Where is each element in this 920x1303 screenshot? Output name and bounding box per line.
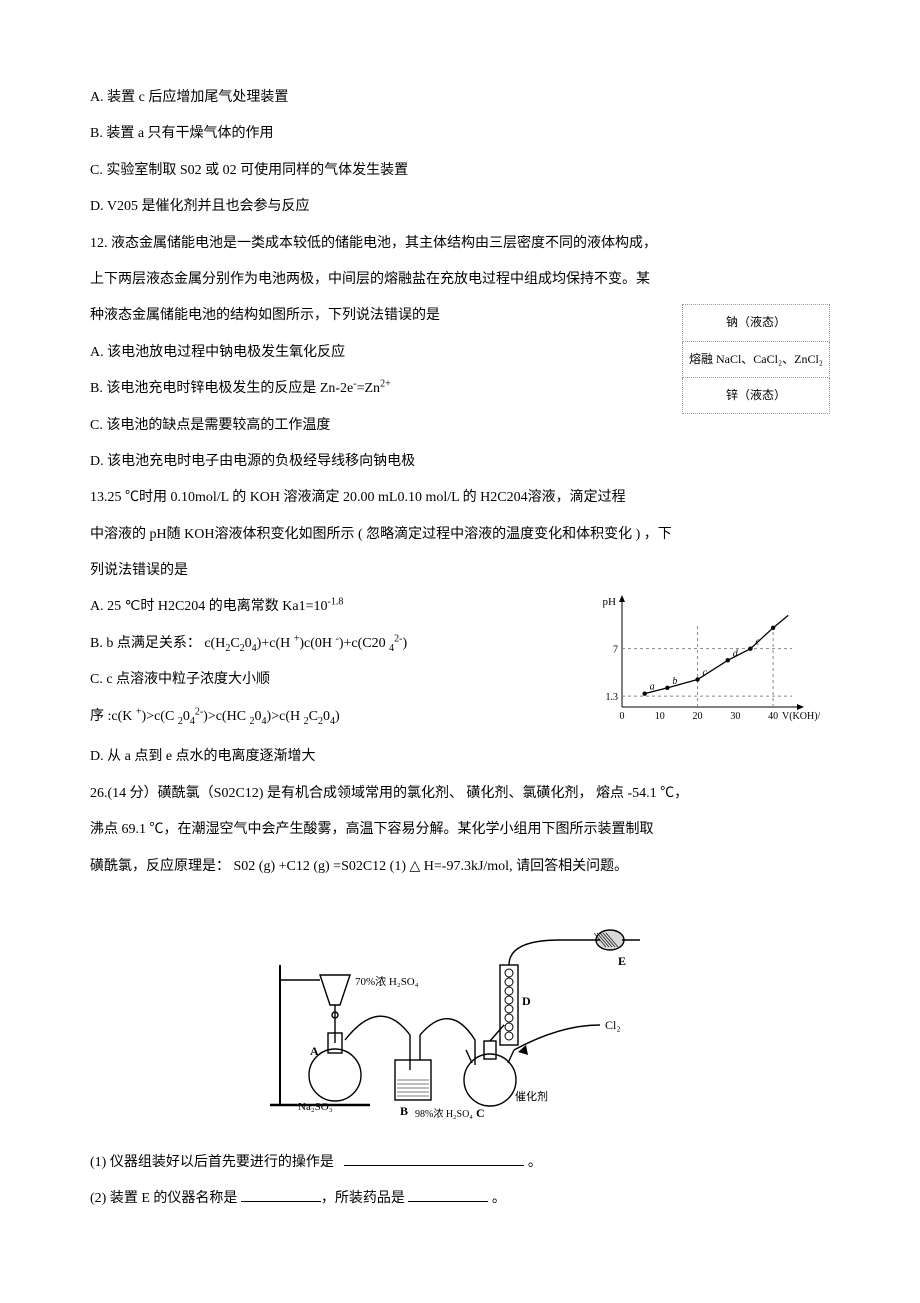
svg-text:1.3: 1.3: [606, 693, 619, 704]
q26-sub2-end: 。: [488, 1191, 506, 1206]
svg-text:E: E: [618, 954, 626, 968]
q13b-2: C: [230, 636, 239, 651]
svg-text:pH: pH: [603, 596, 617, 608]
q13c2b: )>c(C: [142, 709, 178, 724]
q13b-3: 0: [245, 636, 252, 651]
q13c2a: 序 :c(K: [90, 709, 136, 724]
q13-line3: 列说法错误的是: [90, 553, 830, 589]
q12-optB-mid: =Zn: [357, 381, 380, 396]
svg-text:Na₂SO₃: Na₂SO₃: [298, 1101, 333, 1113]
svg-text:e: e: [755, 637, 760, 648]
titration-chart: 1.3 7 0 10 20 30 40 a b c d e pH V(KOH)/mL: [590, 589, 820, 729]
q26-line2: 沸点 69.1 ℃，在潮湿空气中会产生酸雾，高温下容易分解。某化学小组用下图所示…: [90, 812, 830, 848]
q26-sub1: (1) 仪器组装好以后首先要进行的操作是 。: [90, 1145, 830, 1181]
q13b-4: )+c(H: [257, 636, 294, 651]
q12-stem-2: 上下两层液态金属分别作为电池两极，中间层的熔融盐在充放电过程中组成均保持不变。某: [90, 262, 830, 298]
q13b-1: B. b 点满足关系： c(H: [90, 636, 225, 651]
q13b-6: )+c(C20: [339, 636, 389, 651]
apparatus-diagram: 70%浓 H₂SO₄ A Na₂SO₃ B 98%浓 H₂SO₄C 催化剂 D E Cl₂: [260, 905, 660, 1135]
battery-row-3: 锌（液态）: [682, 377, 829, 413]
svg-text:40: 40: [768, 711, 778, 722]
svg-text:20: 20: [693, 711, 703, 722]
apparatus-svg: 70%浓 H₂SO₄ A Na₂SO₃ B 98%浓 H₂SO₄C 催化剂 D E Cl₂: [260, 905, 660, 1135]
q12-option-d: D. 该电池充电时电子由电源的负极经导线移向钠电极: [90, 444, 830, 480]
svg-text:0: 0: [620, 711, 625, 722]
q13c2h: 0: [323, 709, 330, 724]
svg-text:98%浓 H₂SO₄: 98%浓 H₂SO₄: [415, 1108, 473, 1120]
q13c2f: )>c(H: [267, 709, 304, 724]
svg-text:V(KOH)/mL: V(KOH)/mL: [782, 711, 820, 722]
svg-text:b: b: [672, 676, 677, 687]
q13-option-d: D. 从 a 点到 e 点水的电离度逐渐增大: [90, 739, 830, 775]
blank-field[interactable]: [241, 1187, 321, 1202]
q13c2d: )>c(HC: [203, 709, 249, 724]
q26-line1: 26.(14 分）磺酰氯（S02C12) 是有机合成领域常用的氯化剂、 磺化剂、…: [90, 776, 830, 812]
q26-sub1-pre: (1) 仪器组装好以后首先要进行的操作是: [90, 1155, 334, 1170]
svg-text:a: a: [650, 682, 655, 693]
svg-text:30: 30: [730, 711, 740, 722]
svg-text:催化剂: 催化剂: [515, 1089, 548, 1103]
q12-optB-pre: B. 该电池充电时锌电极发生的反应是 Zn-2e: [90, 381, 353, 396]
svg-text:Cl₂: Cl₂: [605, 1018, 621, 1032]
option-c: C. 实验室制取 S02 或 02 可使用同样的气体发生装置: [90, 153, 830, 189]
battery-diagram: 钠（液态） 熔融 NaCl、CaCl₂、ZnCl₂ 锌（液态）: [682, 304, 830, 414]
svg-text:C: C: [476, 1106, 485, 1120]
svg-text:7: 7: [613, 645, 618, 656]
q13-line1: 13.25 ℃时用 0.10mol/L 的 KOH 溶液滴定 20.00 mL0…: [90, 480, 830, 516]
svg-text:d: d: [733, 649, 739, 660]
blank-field[interactable]: [344, 1151, 524, 1166]
svg-text:D: D: [522, 994, 531, 1008]
q26-sub2: (2) 装置 E 的仪器名称是 ，所装药品是 。: [90, 1181, 830, 1217]
q26-sub2-pre: (2) 装置 E 的仪器名称是: [90, 1191, 241, 1206]
q13-optA-pre: A. 25 ℃时 H2C204 的电离常数 Ka1=10: [90, 599, 328, 614]
battery-row-2: 熔融 NaCl、CaCl₂、ZnCl₂: [682, 341, 829, 377]
q13c2i: ): [335, 709, 340, 724]
blank-field[interactable]: [408, 1187, 488, 1202]
battery-row-1: 钠（液态）: [682, 305, 829, 341]
svg-text:70%浓 H₂SO₄: 70%浓 H₂SO₄: [355, 975, 419, 988]
svg-text:c: c: [703, 668, 708, 679]
q13-line2: 中溶液的 pH随 KOH溶液体积变化如图所示 ( 忽略滴定过程中溶液的温度变化和…: [90, 517, 830, 553]
svg-text:A: A: [310, 1044, 319, 1058]
q13c2c: 0: [183, 709, 190, 724]
q13c2e: 0: [255, 709, 262, 724]
option-d: D. V205 是催化剂并且也会参与反应: [90, 189, 830, 225]
titration-svg: 1.3 7 0 10 20 30 40 a b c d e pH V(KOH)/mL: [590, 589, 820, 729]
q26-sub2-mid: ，所装药品是: [321, 1191, 409, 1206]
svg-text:B: B: [400, 1104, 408, 1118]
option-a: A. 装置 c 后应增加尾气处理装置: [90, 80, 830, 116]
q13b-7: ): [402, 636, 407, 651]
q13-optA-exp: -1.8: [328, 597, 344, 608]
svg-text:10: 10: [655, 711, 665, 722]
q13c2g: C: [309, 709, 318, 724]
q26-line3: 磺酰氯，反应原理是： S02 (g) +C12 (g) =S02C12 (1) …: [90, 849, 830, 885]
q12-stem-1: 12. 液态金属储能电池是一类成本较低的储能电池，其主体结构由三层密度不同的液体…: [90, 226, 830, 262]
q26-sub1-end: 。: [528, 1155, 542, 1170]
option-b: B. 装置 a 只有干燥气体的作用: [90, 116, 830, 152]
q13b-5: )c(0H: [299, 636, 335, 651]
